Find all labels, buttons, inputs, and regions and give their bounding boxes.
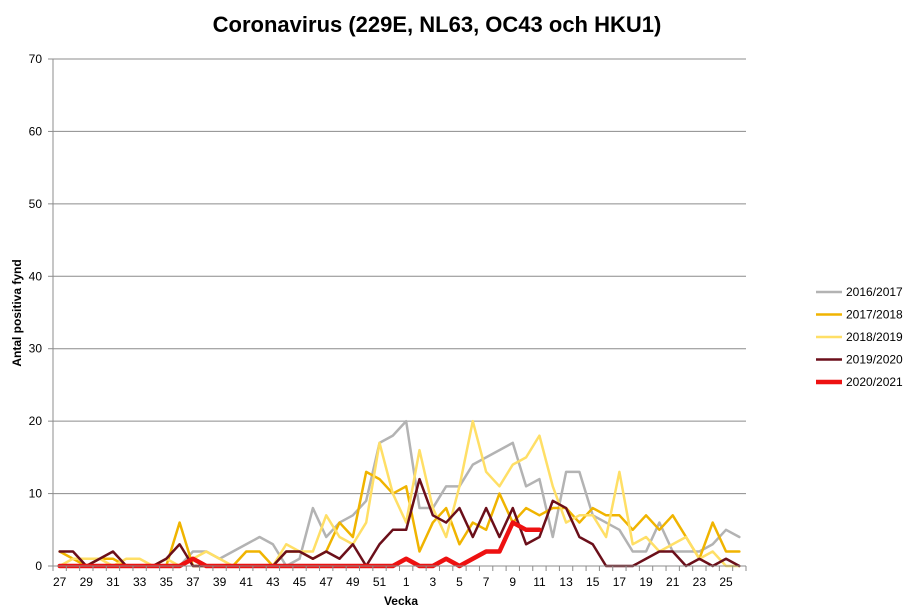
series-line-2017-2018 xyxy=(58,470,741,568)
grid xyxy=(53,58,746,495)
legend-label: 2019/2020 xyxy=(846,353,903,367)
x-tick-label: 31 xyxy=(106,575,120,589)
x-tick-label: 25 xyxy=(719,575,733,589)
legend-label: 2020/2021 xyxy=(846,375,903,389)
x-axis-label: Vecka xyxy=(384,594,418,608)
series-line-2019-2020 xyxy=(58,477,741,568)
y-tick-label: 10 xyxy=(29,487,43,501)
x-tick-label: 35 xyxy=(160,575,174,589)
legend-label: 2016/2017 xyxy=(846,285,903,299)
y-axis-label: Antal positiva fynd xyxy=(10,259,24,366)
legend: 2016/2017 2017/2018 2018/2019 2019/2020 2020… xyxy=(816,285,903,389)
legend-label: 2017/2018 xyxy=(846,308,903,322)
y-tick-label: 30 xyxy=(29,342,43,356)
y-tick-label: 70 xyxy=(29,52,43,66)
x-tick-label: 43 xyxy=(266,575,280,589)
x-tick-label: 1 xyxy=(403,575,410,589)
x-tick-label: 19 xyxy=(639,575,653,589)
series-line-2018-2019 xyxy=(58,419,741,568)
y-tick-label: 0 xyxy=(35,559,42,573)
x-tick-label: 47 xyxy=(320,575,334,589)
x-tick-label: 45 xyxy=(293,575,307,589)
y-tick-label: 60 xyxy=(29,124,43,138)
x-tick-label: 15 xyxy=(586,575,600,589)
x-tick-label: 51 xyxy=(373,575,387,589)
x-tick-label: 49 xyxy=(346,575,360,589)
x-tick-label: 13 xyxy=(559,575,573,589)
y-tick-label: 50 xyxy=(29,197,43,211)
x-tick-label: 29 xyxy=(80,575,94,589)
x-tick-label: 37 xyxy=(186,575,200,589)
x-tick-label: 27 xyxy=(53,575,67,589)
x-tick-label: 7 xyxy=(483,575,490,589)
x-tick-label: 5 xyxy=(456,575,463,589)
x-tick-label: 41 xyxy=(240,575,254,589)
chart-title: Coronavirus (229E, NL63, OC43 och HKU1) xyxy=(213,12,662,37)
legend-label: 2018/2019 xyxy=(846,330,903,344)
y-tick-label: 20 xyxy=(29,414,43,428)
axes xyxy=(48,58,747,571)
x-tick-label: 11 xyxy=(533,575,546,589)
x-tick-label: 9 xyxy=(509,575,516,589)
x-tick-label: 23 xyxy=(693,575,707,589)
x-tick-label: 17 xyxy=(613,575,627,589)
x-tick-label: 33 xyxy=(133,575,147,589)
x-tick-label: 39 xyxy=(213,575,227,589)
y-tick-label: 40 xyxy=(29,269,43,283)
x-tick-label: 21 xyxy=(666,575,680,589)
x-tick-label: 3 xyxy=(429,575,436,589)
